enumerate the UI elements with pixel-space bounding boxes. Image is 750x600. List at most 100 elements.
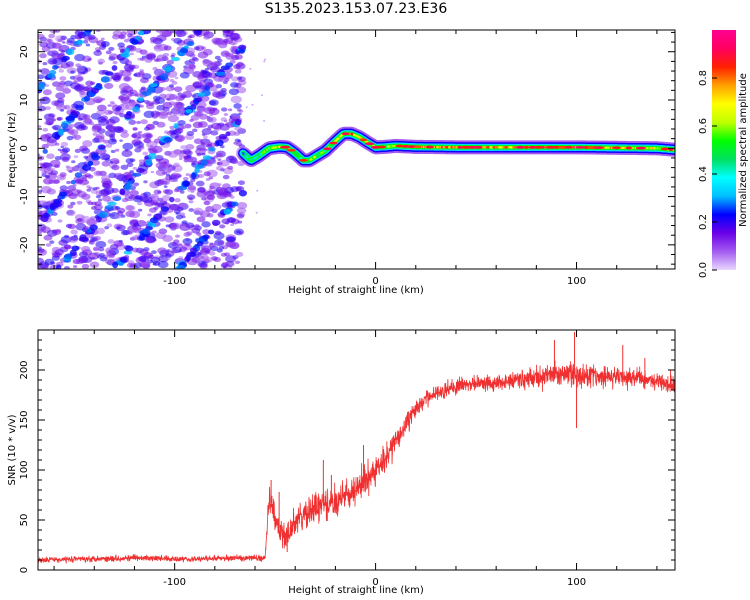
noise-blob bbox=[177, 92, 183, 96]
noise-blob bbox=[126, 263, 134, 268]
noise-blob bbox=[104, 82, 114, 90]
noise-blob bbox=[137, 201, 143, 206]
colorbar-tick-label: 0.8 bbox=[698, 70, 709, 86]
noise-blob bbox=[129, 91, 134, 95]
noise-blob bbox=[104, 129, 116, 137]
noise-blob bbox=[233, 103, 242, 109]
noise-blob bbox=[120, 214, 126, 218]
noise-blob bbox=[203, 200, 211, 206]
noise-stripe-blob bbox=[87, 160, 94, 167]
noise-blob bbox=[70, 201, 76, 206]
noise-blob bbox=[123, 76, 131, 82]
noise-blob bbox=[118, 94, 130, 102]
noise-blob bbox=[139, 69, 144, 73]
noise-blob bbox=[163, 185, 168, 188]
noise-blob bbox=[164, 216, 175, 223]
noise-stripe-blob bbox=[195, 238, 205, 244]
noise-blob bbox=[237, 220, 243, 224]
noise-blob bbox=[180, 145, 188, 150]
noise-stripe-blob bbox=[220, 65, 231, 71]
noise-stripe-blob bbox=[223, 208, 232, 215]
noise-blob bbox=[214, 125, 219, 129]
noise-blob bbox=[60, 109, 65, 112]
noise-stripe-blob bbox=[40, 215, 49, 223]
noise-blob bbox=[142, 151, 149, 156]
noise-stripe-blob bbox=[191, 172, 197, 180]
noise-blob bbox=[116, 105, 123, 110]
noise-blob bbox=[201, 133, 206, 136]
noise-blob bbox=[157, 247, 168, 254]
noise-stripe-blob bbox=[207, 229, 215, 235]
noise-stripe-blob bbox=[145, 158, 153, 166]
noise-blob bbox=[122, 142, 134, 151]
snr-ytick-label: 200 bbox=[19, 360, 30, 379]
noise-blob bbox=[117, 207, 126, 214]
noise-blob bbox=[231, 159, 239, 165]
noise-stripe-blob bbox=[137, 96, 144, 102]
snr-line bbox=[38, 360, 675, 564]
noise-blob bbox=[209, 113, 213, 117]
noise-blob bbox=[170, 87, 175, 90]
colorbar-tick-label: 0.4 bbox=[698, 166, 709, 182]
noise-blob bbox=[209, 100, 217, 106]
noise-blob bbox=[76, 191, 87, 198]
noise-stripe-blob bbox=[69, 249, 77, 257]
noise-blob bbox=[216, 248, 223, 253]
spectrogram-ytick-label: -10 bbox=[19, 188, 30, 204]
noise-blob bbox=[53, 42, 62, 49]
noise-blob bbox=[157, 111, 169, 119]
noise-stripe-blob bbox=[83, 30, 91, 37]
noise-blob bbox=[164, 189, 174, 195]
noise-blob bbox=[225, 53, 235, 60]
noise-blob bbox=[151, 250, 157, 255]
noise-blob bbox=[210, 130, 219, 136]
track-hotspot bbox=[564, 145, 573, 149]
noise-blob bbox=[139, 49, 148, 55]
noise-blob bbox=[102, 180, 113, 188]
noise-blob bbox=[111, 164, 120, 171]
noise-blob bbox=[194, 224, 200, 228]
noise-blob bbox=[95, 186, 100, 190]
noise-blob bbox=[145, 133, 152, 138]
noise-stripe-blob bbox=[126, 110, 132, 116]
noise-dot bbox=[263, 60, 266, 63]
noise-blob bbox=[186, 130, 195, 137]
noise-stripe-blob bbox=[56, 264, 62, 269]
noise-blob bbox=[98, 69, 106, 75]
noise-blob bbox=[175, 234, 181, 238]
noise-blob bbox=[166, 59, 174, 65]
noise-blob bbox=[205, 205, 215, 212]
noise-blob bbox=[97, 247, 105, 252]
noise-blob bbox=[222, 183, 231, 190]
noise-stripe-blob bbox=[112, 261, 119, 269]
noise-blob bbox=[212, 107, 218, 111]
noise-blob bbox=[50, 170, 59, 176]
noise-blob bbox=[45, 167, 52, 171]
noise-stripe-blob bbox=[234, 118, 242, 126]
noise-stripe-blob bbox=[215, 139, 224, 147]
noise-blob bbox=[101, 174, 111, 182]
noise-blob bbox=[109, 161, 114, 164]
noise-blob bbox=[199, 247, 211, 255]
noise-stripe-blob bbox=[58, 191, 68, 197]
noise-blob bbox=[150, 170, 155, 174]
noise-blob bbox=[61, 147, 71, 153]
noise-blob bbox=[46, 188, 56, 195]
noise-blob bbox=[236, 207, 247, 214]
noise-stripe-blob bbox=[90, 87, 99, 94]
noise-blob bbox=[179, 71, 190, 79]
track-hotspot bbox=[457, 145, 463, 149]
noise-stripe-blob bbox=[141, 91, 152, 96]
noise-stripe-blob bbox=[169, 196, 175, 203]
noise-blob bbox=[209, 243, 216, 248]
noise-blob bbox=[45, 175, 51, 179]
noise-blob bbox=[82, 114, 91, 120]
noise-blob bbox=[175, 214, 183, 220]
snr-ytick-label: 0 bbox=[19, 567, 30, 573]
noise-stripe-blob bbox=[163, 137, 173, 143]
noise-blob bbox=[93, 50, 103, 56]
noise-blob bbox=[170, 54, 175, 58]
noise-blob bbox=[128, 119, 137, 125]
noise-blob bbox=[52, 229, 62, 236]
noise-blob bbox=[45, 243, 52, 247]
